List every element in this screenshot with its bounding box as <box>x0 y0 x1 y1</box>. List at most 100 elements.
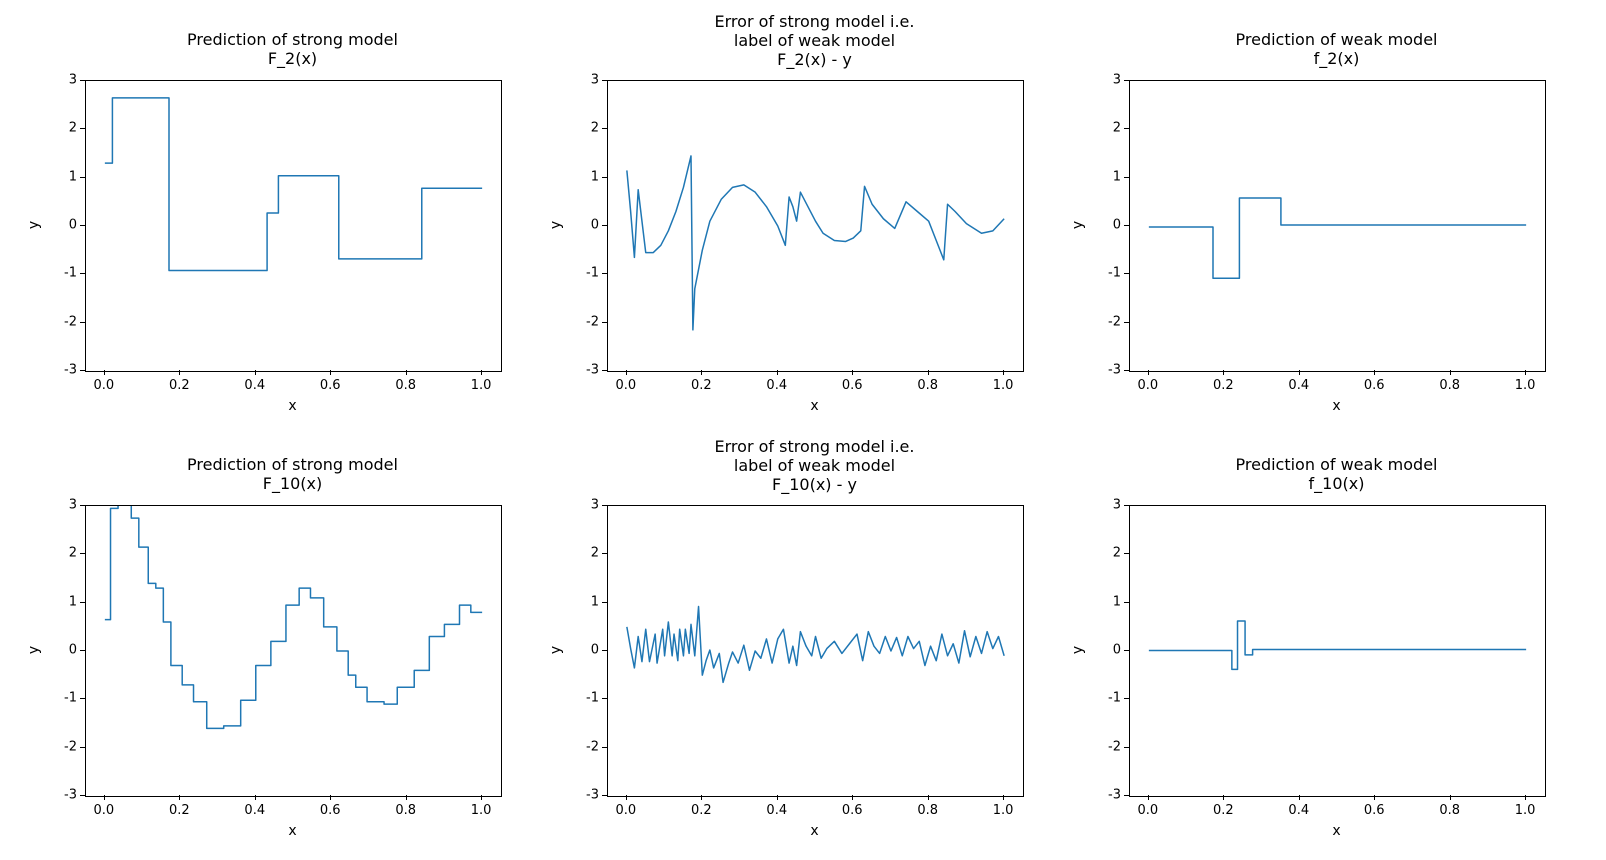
ytick-label: -3 <box>575 788 599 803</box>
ytick-mark <box>80 650 85 651</box>
ytick-label: 2 <box>575 121 599 136</box>
ytick-label: -3 <box>1097 788 1121 803</box>
xtick-label: 0.8 <box>1439 378 1460 393</box>
ytick-mark <box>602 322 607 323</box>
xtick-label: 1.0 <box>1515 803 1536 818</box>
ytick-mark <box>80 177 85 178</box>
xtick-label: 1.0 <box>471 803 492 818</box>
subplot-title-4: Error of strong model i.e. label of weak… <box>607 437 1022 495</box>
ytick-label: -1 <box>575 266 599 281</box>
xtick-mark <box>1299 370 1300 375</box>
xtick-label: 0.4 <box>766 803 787 818</box>
subplot-title-0: Prediction of strong model F_2(x) <box>85 30 500 68</box>
ylabel-3: y <box>26 646 42 654</box>
xtick-mark <box>1450 795 1451 800</box>
ytick-mark <box>1124 553 1129 554</box>
xtick-label: 0.2 <box>691 378 712 393</box>
ytick-mark <box>80 128 85 129</box>
xtick-label: 0.6 <box>320 378 341 393</box>
ytick-label: -2 <box>575 314 599 329</box>
xtick-mark <box>1525 795 1526 800</box>
subplot-title-2: Prediction of weak model f_2(x) <box>1129 30 1544 68</box>
subplot-title-3: Prediction of strong model F_10(x) <box>85 455 500 493</box>
ytick-label: 1 <box>575 169 599 184</box>
xtick-mark <box>330 370 331 375</box>
ytick-label: 2 <box>53 546 77 561</box>
xtick-mark <box>179 795 180 800</box>
ytick-mark <box>80 225 85 226</box>
xtick-mark <box>701 795 702 800</box>
xlabel-5: x <box>1129 823 1544 839</box>
xtick-label: 0.4 <box>244 378 265 393</box>
ytick-label: -2 <box>1097 739 1121 754</box>
xtick-label: 0.6 <box>1364 803 1385 818</box>
xtick-label: 0.8 <box>395 803 416 818</box>
ytick-mark <box>602 650 607 651</box>
line-series-5 <box>1130 506 1545 796</box>
ytick-mark <box>602 128 607 129</box>
ylabel-5: y <box>1070 646 1086 654</box>
xtick-mark <box>1148 370 1149 375</box>
xtick-mark <box>255 795 256 800</box>
xtick-mark <box>1374 795 1375 800</box>
plot-area-1 <box>607 80 1024 372</box>
ytick-label: -2 <box>575 739 599 754</box>
xtick-label: 0.2 <box>169 378 190 393</box>
xtick-label: 0.4 <box>244 803 265 818</box>
ytick-mark <box>80 273 85 274</box>
xtick-label: 1.0 <box>1515 378 1536 393</box>
xtick-label: 0.8 <box>917 378 938 393</box>
xtick-label: 0.4 <box>1288 803 1309 818</box>
ytick-label: 3 <box>575 73 599 88</box>
xtick-label: 0.2 <box>691 803 712 818</box>
xtick-mark <box>1525 370 1526 375</box>
ytick-mark <box>602 698 607 699</box>
ytick-label: 2 <box>575 546 599 561</box>
ytick-mark <box>80 80 85 81</box>
ytick-label: -1 <box>1097 691 1121 706</box>
ylabel-1: y <box>548 221 564 229</box>
ytick-label: -1 <box>1097 266 1121 281</box>
ytick-label: 2 <box>1097 121 1121 136</box>
xtick-label: 0.2 <box>1213 803 1234 818</box>
xtick-label: 0.2 <box>1213 378 1234 393</box>
xtick-mark <box>104 370 105 375</box>
xtick-label: 1.0 <box>993 803 1014 818</box>
ytick-mark <box>1124 698 1129 699</box>
ytick-mark <box>602 177 607 178</box>
ytick-label: 0 <box>575 218 599 233</box>
ytick-mark <box>1124 650 1129 651</box>
subplot-title-1: Error of strong model i.e. label of weak… <box>607 12 1022 70</box>
ytick-mark <box>602 553 607 554</box>
xtick-label: 0.4 <box>1288 378 1309 393</box>
ytick-label: 1 <box>575 594 599 609</box>
ytick-label: -2 <box>53 314 77 329</box>
line-series-2 <box>1130 81 1545 371</box>
xtick-mark <box>852 795 853 800</box>
ytick-label: 0 <box>1097 218 1121 233</box>
xtick-mark <box>330 795 331 800</box>
xtick-mark <box>255 370 256 375</box>
ytick-mark <box>80 795 85 796</box>
line-series-3 <box>86 506 501 796</box>
ytick-mark <box>1124 747 1129 748</box>
ytick-label: 0 <box>1097 643 1121 658</box>
plot-area-4 <box>607 505 1024 797</box>
xtick-label: 1.0 <box>471 378 492 393</box>
ytick-mark <box>602 370 607 371</box>
ytick-label: 1 <box>53 169 77 184</box>
xtick-mark <box>179 370 180 375</box>
xtick-mark <box>626 795 627 800</box>
ytick-label: 0 <box>575 643 599 658</box>
ytick-label: 3 <box>53 498 77 513</box>
ylabel-0: y <box>26 221 42 229</box>
ytick-label: 3 <box>53 73 77 88</box>
xtick-mark <box>1223 370 1224 375</box>
xtick-label: 0.6 <box>842 378 863 393</box>
ytick-label: -3 <box>53 363 77 378</box>
ytick-mark <box>1124 128 1129 129</box>
xtick-mark <box>928 795 929 800</box>
ytick-mark <box>1124 322 1129 323</box>
xlabel-0: x <box>85 398 500 414</box>
ytick-label: 2 <box>53 121 77 136</box>
